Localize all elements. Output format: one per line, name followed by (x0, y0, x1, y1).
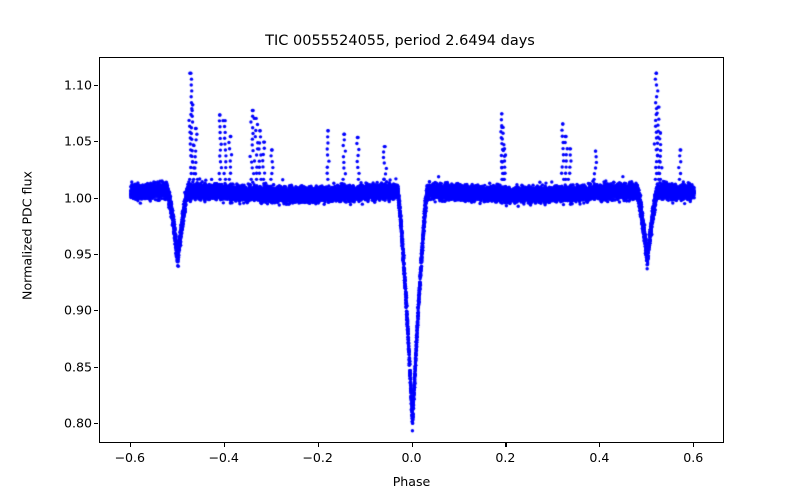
x-axis-label: Phase (392, 474, 431, 489)
x-tick-mark (693, 442, 695, 447)
y-tick-label: 0.90 (63, 302, 92, 318)
y-axis-label: Normalized PDC flux (19, 171, 35, 300)
y-tick-mark (93, 366, 98, 368)
y-tick-label: 1.10 (63, 77, 92, 93)
y-tick-mark (93, 310, 98, 312)
y-tick-mark (93, 423, 98, 425)
x-tick-label: 0.4 (589, 450, 610, 465)
x-axis-tick-labels: −0.6 −0.4 −0.2 0.0 0.2 0.4 0.6 (0, 450, 800, 470)
y-axis-tick-labels: 0.80 0.85 0.90 0.95 1.00 1.05 1.10 (38, 57, 92, 443)
y-tick-label: 1.05 (63, 133, 92, 149)
y-tick-mark (93, 197, 98, 199)
x-tick-label: 0.2 (495, 450, 516, 465)
x-tick-label: −0.6 (114, 450, 146, 465)
x-tick-mark (505, 442, 507, 447)
x-tick-mark (129, 442, 131, 447)
x-tick-label: −0.4 (208, 450, 239, 465)
x-tick-mark (599, 442, 601, 447)
y-tick-label: 0.95 (63, 246, 92, 262)
y-tick-label: 0.85 (63, 359, 92, 375)
page-title: TIC 0055524055, period 2.6494 days (265, 33, 535, 49)
plot-area (99, 57, 724, 443)
scatter-data-layer (100, 58, 723, 442)
y-tick-mark (93, 84, 98, 86)
x-tick-mark (411, 442, 413, 447)
x-tick-label: 0.0 (401, 450, 422, 465)
y-tick-label: 0.80 (63, 415, 92, 431)
y-tick-label: 1.00 (63, 190, 92, 206)
x-tick-mark (317, 442, 319, 447)
x-tick-label: −0.2 (302, 450, 333, 465)
y-tick-mark (93, 141, 98, 143)
x-tick-mark (223, 442, 225, 447)
x-tick-label: 0.6 (683, 450, 704, 465)
y-tick-mark (93, 253, 98, 256)
